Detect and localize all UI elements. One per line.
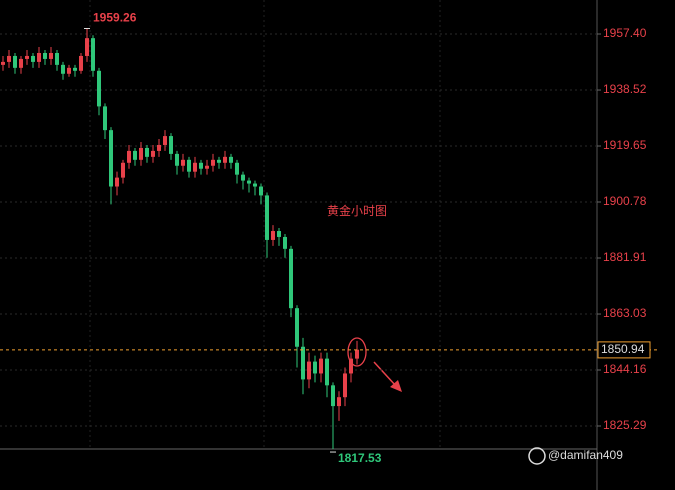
candle-body: [319, 358, 323, 374]
candle-body: [343, 373, 347, 398]
candle-body: [187, 159, 191, 172]
candle-body: [67, 67, 71, 74]
candle-body: [55, 52, 59, 65]
arrow-head: [390, 380, 402, 392]
watermark: @damifan409: [548, 448, 623, 462]
candle-body: [7, 55, 11, 62]
y-tick-label: 1957.40: [603, 26, 647, 40]
candle-body: [283, 236, 287, 249]
candle-body: [211, 159, 215, 166]
candle-body: [277, 231, 281, 237]
candle-body: [25, 55, 29, 59]
candle-body: [289, 248, 293, 309]
y-tick-label: 1919.65: [603, 138, 647, 152]
annotation: 黄金小时图: [327, 203, 387, 218]
candle-body: [139, 147, 143, 160]
y-tick-label: 1844.16: [603, 362, 647, 376]
y-tick-label: 1938.52: [603, 82, 647, 96]
candle-body: [349, 358, 353, 374]
candle-body: [205, 165, 209, 169]
candle-body: [31, 55, 35, 62]
candle-body: [301, 346, 305, 380]
candle-body: [37, 52, 41, 62]
candle-body: [169, 136, 173, 154]
candle-body: [223, 156, 227, 163]
candle-body: [235, 162, 239, 175]
candle-body: [19, 58, 23, 68]
candle-body: [325, 358, 329, 386]
candle-body: [49, 52, 53, 59]
candle-body: [145, 147, 149, 157]
candle-body: [229, 156, 233, 163]
candle-body: [247, 180, 251, 184]
candle-body: [127, 150, 131, 163]
low-label: 1817.53: [338, 451, 382, 465]
candle-body: [133, 150, 137, 160]
candle-body: [109, 130, 113, 187]
candle-body: [103, 106, 107, 131]
candle-body: [97, 70, 101, 107]
candle-body: [1, 61, 5, 65]
highlight-circle: [347, 337, 367, 367]
high-label: 1959.26: [93, 11, 137, 25]
candle-body: [265, 195, 269, 240]
candle-body: [307, 361, 311, 380]
y-tick-label: 1825.29: [603, 418, 647, 432]
candle-body: [217, 159, 221, 163]
candle-body: [43, 52, 47, 59]
candle-body: [271, 231, 275, 240]
candle-body: [313, 361, 317, 374]
candle-body: [91, 38, 95, 71]
candle-body: [121, 162, 125, 178]
y-tick-label: 1863.03: [603, 306, 647, 320]
last-price-label: 1850.94: [601, 342, 645, 356]
y-tick-label: 1881.91: [603, 250, 647, 264]
last-price-box: [597, 341, 651, 359]
arrow: [373, 361, 397, 387]
candle-body: [163, 136, 167, 145]
candle-body: [61, 64, 65, 74]
candle-body: [295, 308, 299, 347]
candle-body: [151, 150, 155, 157]
candle-body: [355, 349, 359, 359]
candle-body: [199, 162, 203, 169]
candle-body: [175, 153, 179, 166]
candle-body: [181, 159, 185, 166]
candle-body: [253, 183, 257, 187]
candle-body: [85, 38, 89, 56]
candle-body: [79, 55, 83, 71]
candle-body: [115, 177, 119, 187]
candle-body: [73, 67, 77, 71]
candle-body: [13, 55, 17, 68]
candle-body: [157, 144, 161, 151]
candle-body: [259, 186, 263, 196]
watermark-icon: [528, 447, 546, 465]
candle-body: [337, 397, 341, 407]
candle-body: [331, 385, 335, 407]
y-tick-label: 1900.78: [603, 194, 647, 208]
candle-body: [241, 174, 245, 181]
candle-body: [193, 162, 197, 172]
